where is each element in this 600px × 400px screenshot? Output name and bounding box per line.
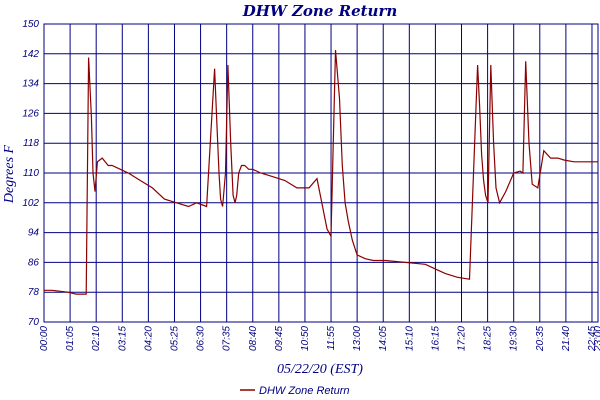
x-tick-label: 21:40 [561, 326, 572, 352]
y-tick-label: 142 [22, 49, 39, 60]
x-tick-label: 04:20 [143, 326, 154, 351]
x-tick-label: 19:30 [509, 326, 520, 351]
y-tick-label: 86 [28, 257, 40, 268]
series-line-0 [44, 50, 598, 295]
x-tick-label: 16:15 [430, 326, 441, 351]
x-tick-label: 17:20 [457, 326, 468, 351]
plot-grid [43, 23, 599, 323]
chart-title: DHW Zone Return [242, 2, 398, 20]
x-axis-ticks: 00:00 01:05 02:10 03:15 04:20 05:25 06:30 07:35… [39, 326, 600, 352]
x-tick-label: 20:35 [535, 326, 546, 352]
y-tick-label: 118 [23, 138, 39, 149]
x-tick-label: 13:00 [352, 326, 363, 351]
x-tick-label: 06:30 [196, 326, 207, 351]
x-tick-label: 22:45 [587, 326, 598, 352]
y-tick-label: 70 [28, 317, 40, 328]
legend: DHW Zone Return [240, 385, 349, 397]
y-tick-label: 126 [22, 108, 39, 119]
y-tick-label: 102 [22, 198, 39, 209]
x-tick-label: 11:55 [326, 326, 337, 351]
y-axis-ticks: 70 78 86 94 102 110 118 126 134 142 150 [22, 19, 39, 328]
y-tick-label: 134 [22, 79, 39, 90]
x-tick-label: 05:25 [169, 326, 180, 351]
x-tick-label: 08:40 [248, 326, 259, 351]
y-tick-label: 94 [28, 228, 40, 239]
x-tick-label: 09:45 [274, 326, 285, 351]
x-tick-label: 02:10 [91, 326, 102, 351]
y-tick-label: 110 [23, 168, 39, 179]
x-tick-label: 03:15 [117, 326, 128, 351]
legend-label: DHW Zone Return [259, 385, 349, 397]
y-axis-label: Degrees F [2, 144, 17, 204]
series-layer [44, 50, 598, 295]
y-tick-label: 78 [28, 287, 40, 298]
x-tick-label: 15:10 [404, 326, 415, 351]
x-axis-label: 05/22/20 (EST) [277, 362, 363, 377]
x-tick-label: 23:00 [593, 326, 600, 352]
y-tick-label: 150 [22, 19, 39, 30]
x-tick-label: 14:05 [378, 326, 389, 351]
x-tick-label: 07:35 [222, 326, 233, 351]
x-tick-label: 10:50 [300, 326, 311, 351]
x-tick-label: 01:05 [65, 326, 76, 351]
x-tick-label: 00:00 [39, 326, 50, 351]
x-tick-label: 18:25 [483, 326, 494, 351]
